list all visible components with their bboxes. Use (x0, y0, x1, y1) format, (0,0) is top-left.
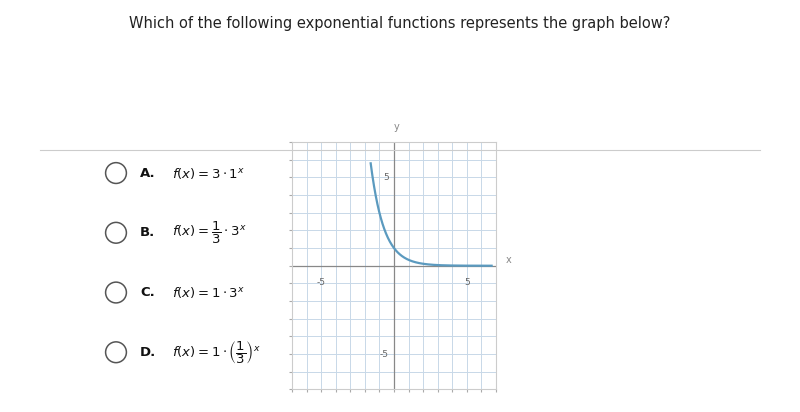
Text: $f(x) = 1 \cdot \left(\dfrac{1}{3}\right)^{x}$: $f(x) = 1 \cdot \left(\dfrac{1}{3}\right… (172, 339, 261, 366)
Text: $f(x) = 3 \cdot 1^{x}$: $f(x) = 3 \cdot 1^{x}$ (172, 166, 245, 180)
Text: y: y (394, 122, 400, 131)
Text: Which of the following exponential functions represents the graph below?: Which of the following exponential funct… (130, 16, 670, 31)
Text: 5: 5 (383, 173, 389, 182)
Text: -5: -5 (317, 278, 326, 287)
Text: $f(x) = \dfrac{1}{3} \cdot 3^{x}$: $f(x) = \dfrac{1}{3} \cdot 3^{x}$ (172, 220, 246, 246)
Text: -5: -5 (380, 349, 389, 358)
Text: x: x (506, 255, 512, 265)
Text: C.: C. (140, 286, 154, 299)
Text: 5: 5 (464, 278, 470, 287)
Text: A.: A. (140, 166, 156, 180)
Text: $f(x) = 1 \cdot 3^{x}$: $f(x) = 1 \cdot 3^{x}$ (172, 285, 245, 300)
Text: D.: D. (140, 346, 156, 359)
Text: B.: B. (140, 226, 155, 239)
